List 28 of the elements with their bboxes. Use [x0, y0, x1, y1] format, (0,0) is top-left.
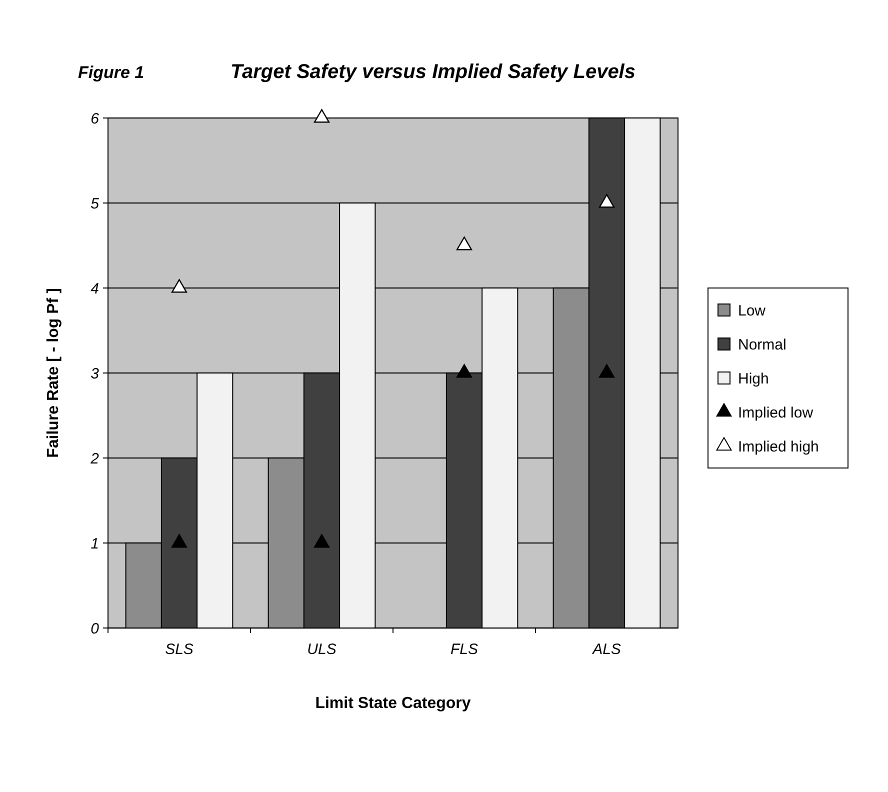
x-tick-label: ALS	[592, 641, 621, 658]
y-tick-label: 3	[90, 365, 100, 382]
point	[456, 236, 472, 250]
y-tick-label: 1	[90, 535, 99, 552]
caption: Figure 1	[78, 63, 144, 82]
point	[598, 194, 615, 208]
legend-label: Implied high	[738, 438, 819, 456]
y-tick-label: 4	[90, 280, 99, 298]
legend-label: Low	[738, 302, 766, 320]
x-tick-label: FLS	[450, 641, 478, 658]
y-tick-label: 5	[90, 195, 100, 212]
legend-label: Implied low	[738, 404, 814, 422]
point	[314, 109, 330, 123]
point	[171, 279, 188, 293]
point	[598, 364, 615, 378]
legend-label: Normal	[738, 336, 786, 354]
y-tick-label: 2	[90, 450, 100, 468]
legend-label: High	[738, 370, 769, 388]
chart-title: Target Safety versus Implied Safety Levels	[230, 61, 636, 83]
point	[456, 364, 472, 378]
x-axis-title: Limit State Category	[315, 695, 471, 712]
y-tick-label: 0	[90, 620, 100, 638]
x-tick-label: SLS	[165, 641, 194, 658]
y-tick-label: 6	[90, 110, 100, 128]
y-axis-title: Failure Rate [ - log Pf ]	[45, 288, 62, 458]
x-tick-label: ULS	[307, 641, 336, 658]
point	[171, 534, 188, 548]
point	[314, 534, 330, 548]
